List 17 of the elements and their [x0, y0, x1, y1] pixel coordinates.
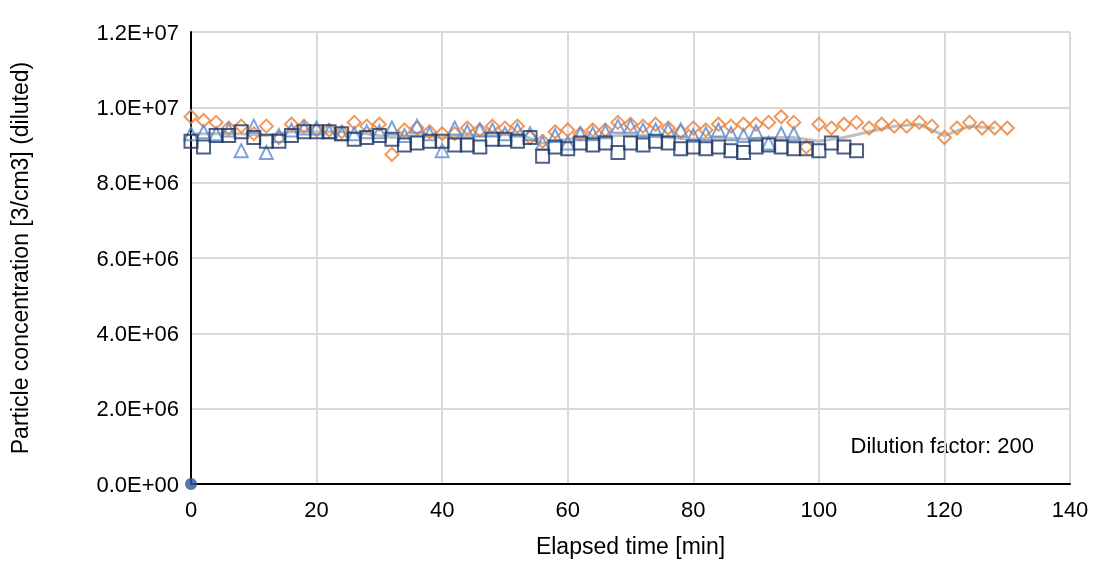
x-axis-title: Elapsed time [min] — [535, 532, 726, 559]
x-tick-label: 120 — [926, 496, 963, 522]
x-tick-label: 0 — [184, 496, 198, 522]
y-tick-label: 4.0E+06 — [96, 320, 179, 346]
y-tick-label: 6.0E+06 — [96, 245, 179, 271]
y-tick-label: 1.2E+07 — [96, 19, 179, 45]
y-tick-label: 8.0E+06 — [96, 170, 179, 196]
x-tick-label: 20 — [304, 496, 329, 522]
x-tick-label: 140 — [1051, 496, 1089, 522]
y-tick-label: 0.0E+00 — [96, 471, 179, 497]
y-tick-label: 1.0E+07 — [96, 94, 179, 120]
x-tick-label: 100 — [800, 496, 838, 522]
y-tick-label: 2.0E+06 — [96, 396, 179, 422]
y-axis-title: Particle concentration [3/cm3] (diluted) — [6, 61, 33, 455]
x-tick-label: 40 — [429, 496, 455, 522]
x-tick-label: 60 — [555, 496, 580, 522]
x-tick-label: 80 — [681, 496, 706, 522]
